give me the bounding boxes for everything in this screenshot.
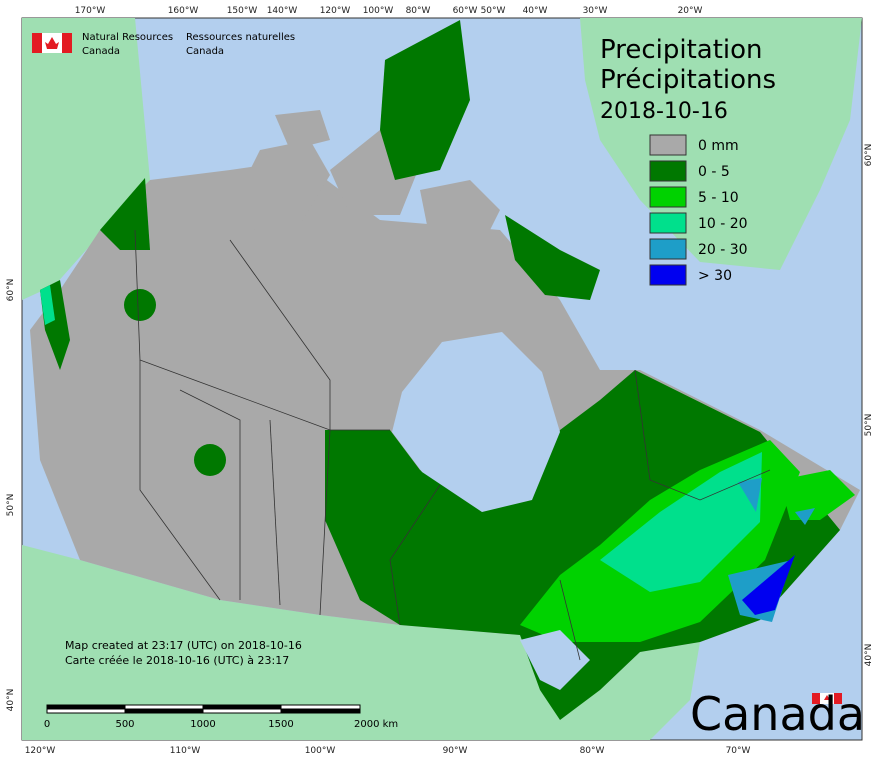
lon-label: 70°W [726,746,751,756]
legend-label: > 30 [698,268,732,284]
precip-10-20 [40,285,762,592]
lon-label: 80°W [406,6,431,16]
legend-swatch [649,160,687,182]
lon-label: 110°W [170,746,201,756]
legend-swatch [649,186,687,208]
scale-bar [46,704,361,714]
lon-label: 30°W [583,6,608,16]
scale-label: 0 [44,719,50,730]
precip-over-30 [742,555,795,615]
lon-label: 20°W [678,6,703,16]
wordmark: Canada [690,687,865,741]
lon-label: 120°W [25,746,56,756]
lon-label: 100°W [305,746,336,756]
legend-swatch [649,212,687,234]
lon-label: 170°W [75,6,106,16]
legend-swatch [649,134,687,156]
legend-swatch [649,264,687,286]
scale-label: 1500 [268,719,293,730]
title-en: Precipitation [600,35,763,65]
title-fr: Précipitations [600,65,776,95]
lat-label: 40°N [6,689,16,712]
agency-en: Natural Resources [82,32,173,43]
flag [32,33,842,704]
lat-label: 60°N [6,279,16,302]
legend-label: 0 - 5 [698,164,730,180]
lon-label: 90°W [443,746,468,756]
footer-en: Map created at 23:17 (UTC) on 2018-10-16 [65,639,302,652]
agency-en: Canada [82,46,120,57]
agency-fr: Canada [186,46,224,57]
lon-label: 60°W [453,6,478,16]
legend-label: 20 - 30 [698,242,748,258]
borders [134,229,771,661]
legend-label: 5 - 10 [698,190,739,206]
scale-label: 1000 [190,719,215,730]
lat-label: 50°N [6,494,16,517]
legend-swatch [649,238,687,260]
lon-label: 150°W [227,6,258,16]
footer-fr: Carte créée le 2018-10-16 (UTC) à 23:17 [65,654,289,667]
lat-label: 50°N [864,414,874,437]
lon-label: 100°W [363,6,394,16]
lon-label: 80°W [580,746,605,756]
lon-label: 140°W [267,6,298,16]
lon-label: 40°W [523,6,548,16]
lon-label: 160°W [168,6,199,16]
scale-label: 2000 km [354,719,398,730]
precip-0-5 [40,20,840,720]
lat-label: 40°N [864,644,874,667]
hudson-bay [392,332,590,690]
lon-label: 120°W [320,6,351,16]
lon-label: 50°W [481,6,506,16]
agency-fr: Ressources naturelles [186,32,295,43]
scale-label: 500 [115,719,134,730]
lat-label: 60°N [864,144,874,167]
legend-label: 10 - 20 [698,216,748,232]
legend-label: 0 mm [698,138,739,154]
date: 2018-10-16 [600,99,728,124]
